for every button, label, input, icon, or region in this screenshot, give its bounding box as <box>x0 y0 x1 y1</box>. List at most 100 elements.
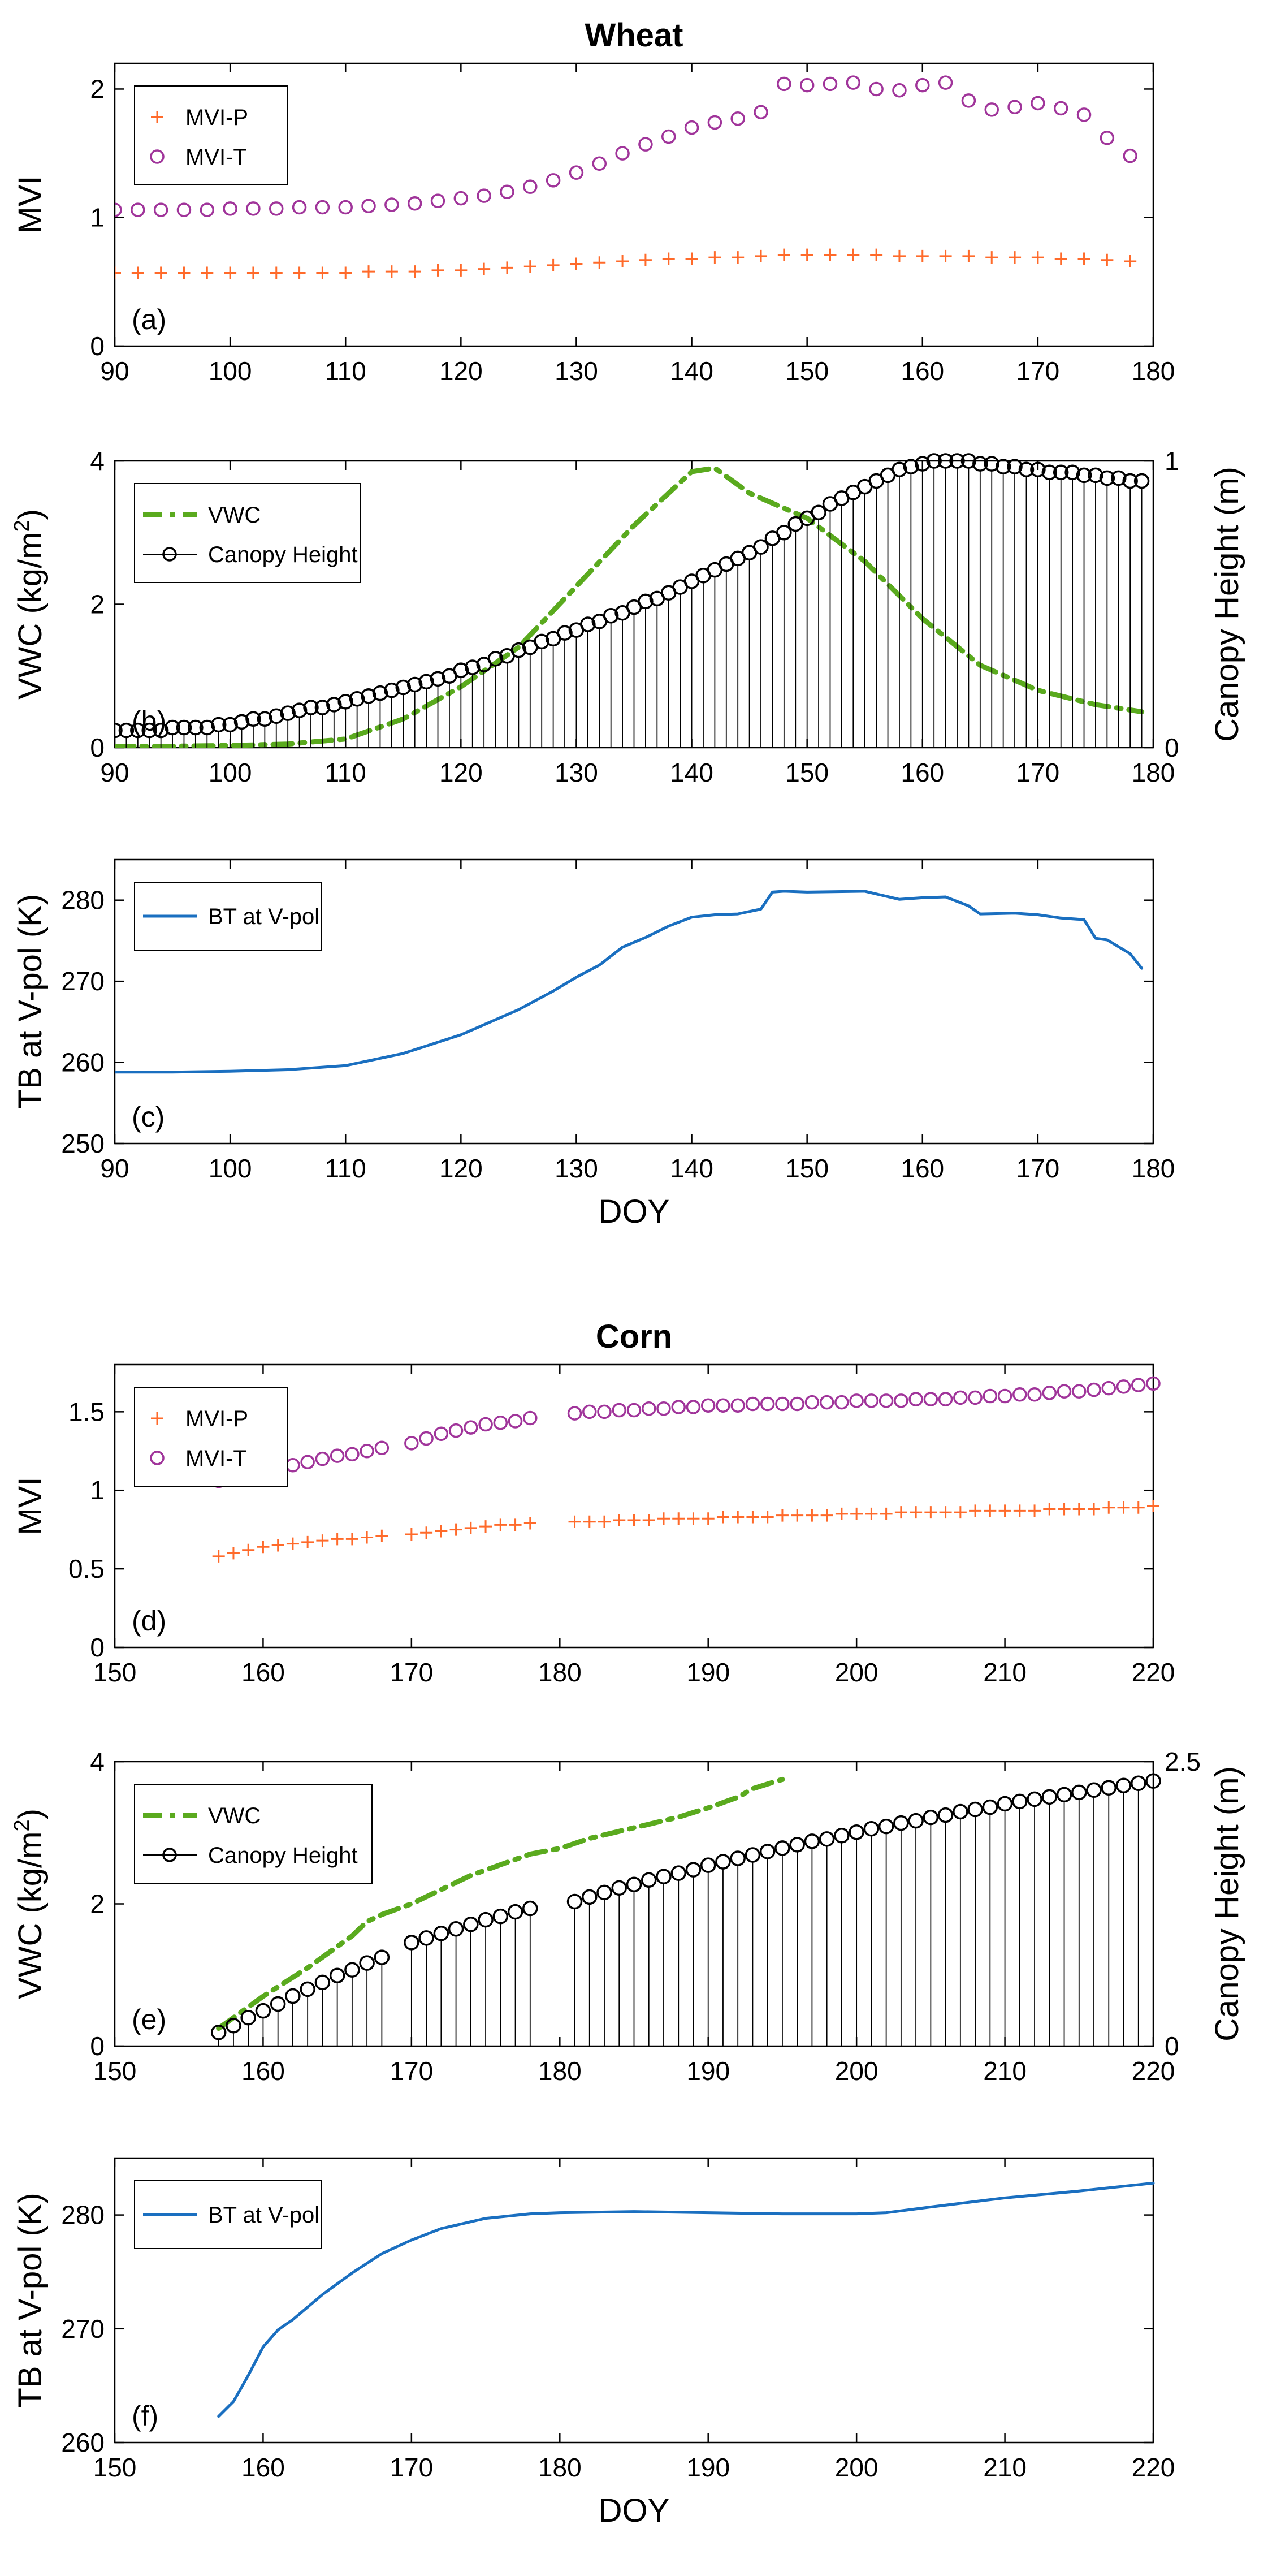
data-point-mvi-p <box>755 249 768 262</box>
data-point-mvi-t <box>997 1388 1012 1404</box>
y-axis-label-superscript: 2 <box>10 1819 34 1831</box>
x-tick-label: 200 <box>835 1658 878 1687</box>
data-point-mvi-p <box>478 262 491 275</box>
y-axis-label: MVI <box>12 175 49 234</box>
data-point-mvi-t <box>292 200 307 215</box>
stem-marker <box>1101 1780 1117 1796</box>
y-tick-label: 260 <box>61 2428 105 2457</box>
data-point-mvi-p <box>850 1507 863 1520</box>
x-tick-label: 130 <box>555 758 598 787</box>
stem-marker <box>893 1815 909 1831</box>
data-point-mvi-t <box>700 1398 716 1413</box>
data-point-mvi-t <box>707 115 722 130</box>
data-point-mvi-t <box>730 1398 745 1413</box>
data-point-mvi-p <box>131 266 144 279</box>
stem-marker <box>984 456 999 472</box>
y-axis-label-part: VWC (kg/m <box>12 1832 49 1999</box>
data-point-mvi-t <box>1012 1387 1027 1402</box>
y-tick-label: 2 <box>90 590 105 619</box>
data-point-mvi-p <box>1124 255 1137 267</box>
stem-marker <box>1064 464 1080 481</box>
stem-marker <box>349 691 365 707</box>
series-group <box>115 75 1137 279</box>
legend: VWC Canopy Height <box>134 483 361 583</box>
stem-marker <box>226 2018 241 2034</box>
y-tick-label: 270 <box>61 966 105 996</box>
x-tick-label: 190 <box>686 2056 730 2086</box>
x-tick-label: 160 <box>901 1154 944 1183</box>
stem-marker <box>849 1824 864 1840</box>
bt-line <box>115 890 1144 1074</box>
data-point-mvi-p <box>627 1514 641 1526</box>
stem-marker <box>430 671 446 687</box>
data-point-mvi-t <box>153 202 168 217</box>
stem-marker <box>1053 464 1069 481</box>
stem-marker <box>463 1916 479 1932</box>
data-point-mvi-p <box>212 1550 225 1563</box>
data-point-mvi-t <box>864 1393 879 1408</box>
data-point-mvi-t <box>330 1448 345 1463</box>
data-point-mvi-p <box>583 1515 596 1528</box>
x-tick-label: 190 <box>686 1658 730 1687</box>
data-point-mvi-t <box>567 1406 582 1421</box>
data-point-mvi-t <box>1053 101 1068 116</box>
stem-marker <box>361 688 376 704</box>
legend-label: MVI-P <box>185 1406 248 1431</box>
data-point-mvi-t <box>686 1400 701 1414</box>
data-point-mvi-p <box>408 265 421 278</box>
stem-marker <box>300 1981 315 1997</box>
x-tick-label: 200 <box>835 2453 878 2482</box>
data-point-mvi-t <box>834 1395 849 1410</box>
data-point-mvi-p <box>257 1541 270 1554</box>
stem-marker <box>926 453 942 469</box>
data-point-mvi-p <box>242 1543 255 1556</box>
x-tick-label: 170 <box>390 1658 433 1687</box>
data-point-mvi-p <box>523 260 536 273</box>
stem-marker <box>314 1974 331 1991</box>
stem-marker <box>240 2009 256 2026</box>
stem-marker <box>269 708 284 724</box>
stem-marker <box>384 682 400 698</box>
data-point-mvi-p <box>568 1515 581 1528</box>
y-tick-label: 0 <box>90 2031 105 2061</box>
data-point-mvi-p <box>201 266 214 279</box>
stem-marker <box>759 1844 776 1859</box>
x-tick-label: 180 <box>1132 356 1175 386</box>
data-point-mvi-p <box>746 1511 759 1524</box>
stem-marker <box>1131 1775 1146 1791</box>
stem-marker <box>118 722 135 739</box>
legend-label: VWC <box>208 1803 261 1828</box>
data-point-mvi-t <box>115 202 122 217</box>
data-point-mvi-p <box>1088 1503 1101 1516</box>
data-point-mvi-p <box>494 1518 507 1531</box>
data-point-mvi-t <box>315 1451 330 1466</box>
data-point-mvi-p <box>449 1523 462 1536</box>
data-point-mvi-t <box>953 1390 968 1405</box>
panel-d: Corn 150 160 170 180 190 200 210 220 0 0.5 1 1.5 MVI (… <box>12 1318 1175 1687</box>
data-point-mvi-p <box>405 1528 418 1541</box>
panel-label: (a) <box>132 304 166 335</box>
data-point-mvi-t <box>300 1455 315 1469</box>
stem-marker <box>255 2003 271 2019</box>
series-group <box>115 453 1150 748</box>
data-point-mvi-p <box>154 266 167 279</box>
stem-marker <box>923 1809 939 1826</box>
x-tick-label: 220 <box>1132 2453 1175 2482</box>
data-point-mvi-p <box>1043 1503 1056 1516</box>
x-tick-label: 210 <box>983 1658 1027 1687</box>
stem-marker <box>730 1850 746 1866</box>
data-point-mvi-p <box>776 1509 789 1522</box>
stem-marker <box>915 456 931 472</box>
data-point-mvi-p <box>893 249 906 262</box>
vwc-line <box>115 465 1145 748</box>
data-point-mvi-p <box>362 265 375 278</box>
data-point-mvi-t <box>923 1392 938 1406</box>
x-tick-label: 170 <box>390 2056 433 2086</box>
data-point-mvi-p <box>657 1512 670 1525</box>
data-point-mvi-t <box>569 165 584 180</box>
x-tick-label: 130 <box>555 1154 598 1183</box>
data-point-mvi-p <box>732 251 745 264</box>
data-point-mvi-p <box>985 251 998 264</box>
data-point-mvi-t <box>374 1440 390 1455</box>
data-point-mvi-p <box>509 1518 522 1531</box>
